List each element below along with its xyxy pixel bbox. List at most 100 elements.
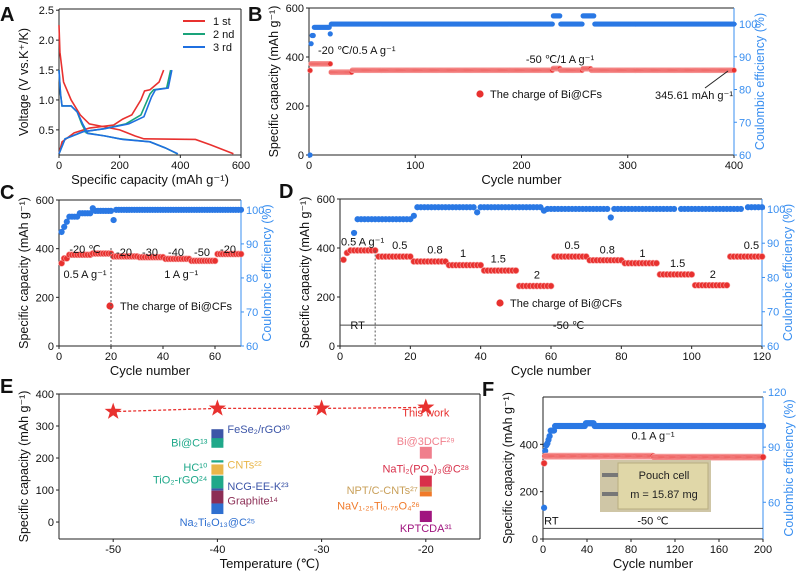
y-tick-label: 400 bbox=[36, 389, 54, 401]
panel-letter: E bbox=[0, 376, 13, 398]
y2-tick-label: 60 bbox=[739, 150, 751, 162]
tab-terminal bbox=[602, 473, 618, 477]
legend-marker bbox=[496, 299, 504, 307]
x-tick-label: 100 bbox=[406, 160, 424, 172]
y2-tick-label: 60 bbox=[246, 341, 258, 353]
range-bar bbox=[211, 438, 224, 448]
x-tick-label: 300 bbox=[619, 160, 637, 172]
temperature-label: -40 bbox=[168, 247, 184, 259]
ce-point bbox=[541, 504, 548, 511]
range-label: Graphite¹⁴ bbox=[227, 496, 278, 508]
range-bar bbox=[211, 460, 224, 463]
inset-title: Pouch cell bbox=[639, 470, 690, 482]
capacity-point bbox=[512, 267, 520, 274]
y-tick-label: 0 bbox=[329, 341, 335, 353]
range-label: HC¹⁰ bbox=[183, 462, 208, 474]
y2-tick-label: 80 bbox=[246, 273, 258, 285]
temperature-label: -20 bbox=[220, 244, 236, 256]
rate-label: 0.5 bbox=[392, 240, 407, 252]
y-tick-label: 2.5 bbox=[39, 5, 54, 17]
range-label: NPT/C-CNTs²⁷ bbox=[347, 485, 418, 497]
y-tick-label: 0 bbox=[48, 517, 54, 529]
panel-letter: A bbox=[0, 4, 14, 26]
current-label: 1 A g⁻¹ bbox=[164, 269, 198, 281]
x-tick-label: 120 bbox=[666, 544, 684, 556]
range-bar bbox=[419, 446, 432, 459]
y-tick-label: 600 bbox=[36, 195, 54, 207]
annotation: -50 ℃/1 A g⁻¹ bbox=[526, 54, 595, 66]
ce-point bbox=[546, 433, 553, 440]
x-tick-label: 40 bbox=[157, 351, 169, 363]
capacity-point bbox=[653, 259, 660, 267]
range-bar bbox=[419, 475, 432, 487]
panel-letter: B bbox=[248, 4, 262, 26]
x-tick-label: 20 bbox=[404, 351, 416, 363]
x-tick-label: 0 bbox=[337, 351, 343, 363]
capacity-point bbox=[758, 253, 766, 260]
y-tick-label: 1.5 bbox=[39, 65, 54, 77]
ce-point bbox=[58, 228, 65, 236]
range-bar bbox=[419, 486, 432, 492]
y-tick-label: 0.5 bbox=[39, 125, 54, 137]
x-tick-label: 40 bbox=[475, 351, 487, 363]
annotation: 345.61 mAh g⁻¹ bbox=[655, 90, 733, 102]
y2-axis-label: Coulombic efficiency (%) bbox=[781, 204, 795, 341]
capacity-point bbox=[477, 261, 485, 269]
x-tick-label: -30 bbox=[314, 544, 330, 556]
series-line-3rd bbox=[58, 69, 179, 155]
legend-label: 3 rd bbox=[213, 42, 232, 54]
ce-point bbox=[308, 41, 314, 47]
current-label: 0.1 A g⁻¹ bbox=[631, 431, 674, 443]
y-tick-label: 400 bbox=[520, 439, 538, 451]
y-tick-label: 200 bbox=[317, 292, 335, 304]
ce-point bbox=[557, 13, 563, 19]
x-tick-label: 0 bbox=[56, 160, 62, 172]
y-axis-label: Voltage (V vs.K⁺/K) bbox=[17, 28, 31, 136]
panel-d: D 0 20 40 60 80 100 120 0 200 400 600 60 70 80 90 100 Cyc… bbox=[279, 181, 795, 378]
capacity-point bbox=[340, 256, 347, 264]
series-line-2nd bbox=[58, 69, 172, 155]
ce-point bbox=[307, 152, 313, 158]
region-label: -50 ℃ bbox=[637, 515, 668, 527]
panel-letter: D bbox=[279, 181, 293, 203]
ce-point bbox=[758, 204, 766, 211]
ce-point bbox=[327, 31, 333, 37]
ce-point bbox=[474, 209, 481, 216]
x-tick-label: 60 bbox=[545, 351, 557, 363]
range-label: Bi@C¹³ bbox=[171, 438, 208, 450]
annotation: -20 ℃/0.5 A g⁻¹ bbox=[318, 45, 396, 57]
y-tick-label: 0 bbox=[48, 341, 54, 353]
panel-letter: F bbox=[482, 379, 494, 401]
x-tick-label: 60 bbox=[209, 351, 221, 363]
capacity-point bbox=[731, 67, 737, 74]
capacity-point bbox=[237, 250, 245, 258]
y2-tick-label: 100 bbox=[767, 204, 785, 216]
annotation-arrow bbox=[704, 70, 729, 89]
ce-point bbox=[87, 210, 94, 217]
x-tick-label: 100 bbox=[682, 351, 700, 363]
x-tick-label: 400 bbox=[725, 160, 743, 172]
range-label: TiO₂-rGO²⁴ bbox=[153, 474, 208, 486]
panel-b: B 0 100 200 300 400 0 200 400 600 60 70 80 90 100 Cycle… bbox=[248, 3, 767, 187]
rate-label: 0.5 bbox=[744, 240, 759, 252]
rate-label: 1.5 bbox=[491, 254, 506, 266]
y-tick-label: 1.0 bbox=[39, 95, 54, 107]
pouch-cell-body bbox=[617, 462, 709, 510]
y2-tick-label: 90 bbox=[739, 52, 751, 64]
y2-tick-label: 70 bbox=[739, 117, 751, 129]
y-tick-label: 400 bbox=[286, 52, 304, 64]
rate-label: 1 bbox=[639, 248, 645, 260]
range-bar bbox=[211, 503, 224, 515]
ce-point bbox=[107, 207, 115, 214]
range-label: KPTCDA³¹ bbox=[400, 523, 452, 535]
y2-tick-label: 80 bbox=[767, 272, 779, 284]
legend-label: 2 nd bbox=[213, 29, 234, 41]
temperature-label: -50 bbox=[194, 247, 210, 259]
star-marker bbox=[208, 399, 226, 416]
x-tick-label: -50 bbox=[105, 544, 121, 556]
range-label: CNTs²² bbox=[227, 459, 262, 471]
x-tick-label: 0 bbox=[540, 544, 546, 556]
y-axis-label: Specific capacity (mAh g⁻¹) bbox=[267, 6, 281, 158]
capacity-point bbox=[723, 281, 731, 289]
